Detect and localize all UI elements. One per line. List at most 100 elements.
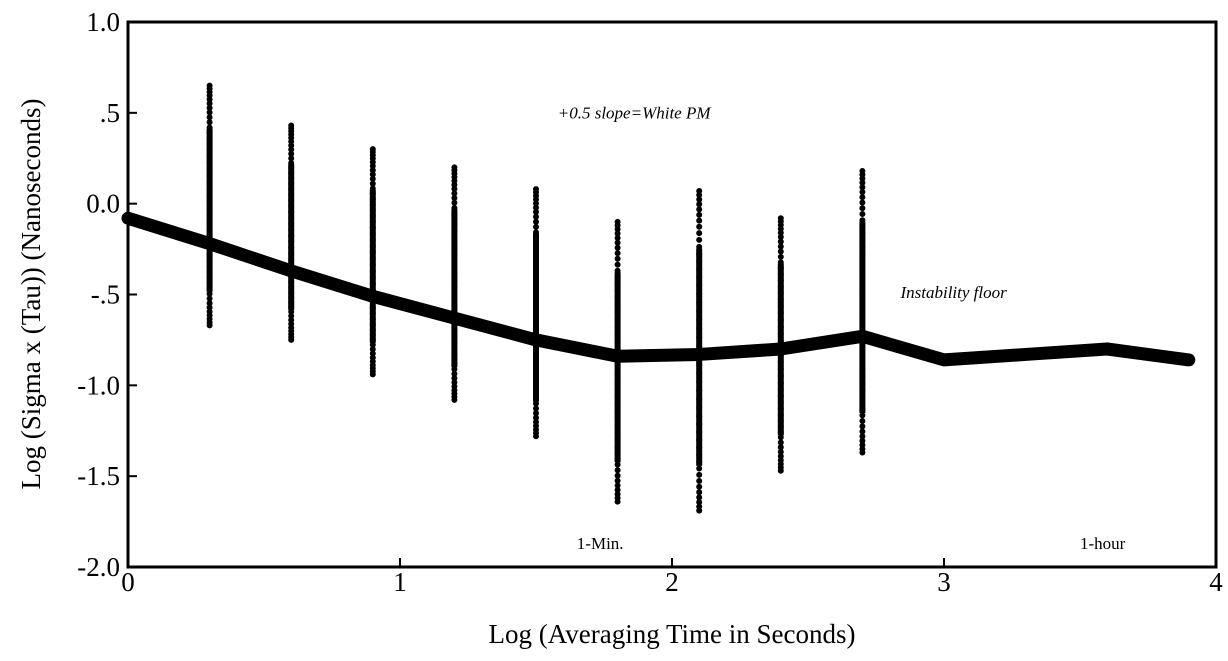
scatter-point <box>614 486 621 493</box>
scatter-point <box>206 295 213 302</box>
scatter-column <box>533 186 539 440</box>
scatter-point <box>859 211 866 218</box>
scatter-point <box>369 146 376 153</box>
scatter-point <box>859 179 866 186</box>
scatter-point <box>696 206 703 213</box>
scatter-point <box>859 423 866 430</box>
scatter-point <box>614 255 621 262</box>
scatter-point <box>533 414 539 421</box>
scatter-point <box>533 209 539 216</box>
scatter-point <box>369 346 376 353</box>
x-tick-label: 2 <box>665 567 679 597</box>
x-tick-label: 4 <box>1209 567 1223 597</box>
scatter-point <box>614 239 621 246</box>
scatter-point <box>696 465 703 472</box>
scatter-point <box>859 199 866 206</box>
scatter-point <box>614 482 621 489</box>
scatter-column <box>206 82 213 329</box>
scatter-point <box>451 185 458 192</box>
scatter-point <box>206 304 213 311</box>
scatter-point <box>859 428 866 435</box>
x-tick-label: 0 <box>121 567 135 597</box>
scatter-point <box>696 471 703 478</box>
scatter-point <box>369 180 376 187</box>
scatter-point <box>777 253 784 260</box>
annotation-label: Instability floor <box>899 283 1007 302</box>
scatter-point <box>533 204 539 211</box>
scatter-point <box>859 167 866 174</box>
scatter-point <box>206 290 213 297</box>
scatter-point <box>696 223 703 230</box>
scatter-point <box>777 453 784 460</box>
scatter-point <box>859 412 866 419</box>
scatter-point <box>859 418 866 425</box>
scatter-point <box>777 248 784 255</box>
scatter-point <box>369 171 376 178</box>
scatter-point <box>614 234 621 241</box>
scatter-point <box>614 261 621 268</box>
scatter-point <box>696 243 703 250</box>
scatter-point <box>696 503 703 510</box>
scatter-point <box>533 186 539 193</box>
scatter-point <box>859 205 866 212</box>
scatter-column <box>859 167 866 456</box>
y-tick-label: .5 <box>100 98 120 128</box>
scatter-point <box>859 184 866 191</box>
scatter-point <box>696 489 703 496</box>
scatter-point <box>533 218 539 225</box>
scatter-point <box>859 437 866 444</box>
scatter-point <box>533 213 539 220</box>
y-tick-label: -1.0 <box>77 370 120 400</box>
scatter-point <box>451 195 458 202</box>
scatter-point <box>696 478 703 485</box>
scatter-point <box>614 477 621 484</box>
scatter-columns <box>206 82 866 514</box>
scatter-point <box>777 234 784 241</box>
y-tick-label: 0.0 <box>86 189 120 219</box>
series-line <box>121 211 1196 367</box>
scatter-point <box>696 187 703 194</box>
scatter-point <box>206 82 213 89</box>
scatter-point <box>777 243 784 250</box>
scatter-point <box>369 350 376 357</box>
scatter-point <box>533 410 539 417</box>
scatter-point <box>696 494 703 501</box>
y-tick-label: -2.0 <box>77 552 120 582</box>
scatter-point <box>696 211 703 218</box>
scatter-point <box>614 250 621 257</box>
scatter-point <box>859 442 866 449</box>
scatter-point <box>859 188 866 195</box>
scatter-point <box>859 433 866 440</box>
scatter-point <box>614 472 621 479</box>
scatter-point <box>451 375 458 382</box>
scatter-column <box>451 164 458 403</box>
scatter-point <box>533 405 539 412</box>
scatter-point <box>206 114 213 121</box>
scatter-point <box>696 483 703 490</box>
scatter-column <box>288 122 295 343</box>
scatter-point <box>288 150 295 157</box>
scatter-point <box>288 155 295 162</box>
scatter-point <box>288 122 295 129</box>
axis-ticks: 1.0 .5 0.0 -.5 -1.0 -1.5 -2.0 0 1 2 3 4 <box>77 7 1223 597</box>
scatter-point <box>533 418 539 425</box>
scatter-point <box>451 190 458 197</box>
scatter-point <box>533 223 539 230</box>
annotation-label: 1-hour <box>1080 534 1126 553</box>
scatter-point <box>451 199 458 206</box>
scatter-point <box>696 499 703 506</box>
scatter-point <box>206 109 213 116</box>
scatter-point <box>777 439 784 446</box>
scatter-point <box>696 236 703 243</box>
scatter-point <box>451 370 458 377</box>
scatter-point <box>451 164 458 171</box>
annotation-label: 1-Min. <box>577 534 624 553</box>
scatter-point <box>696 201 703 208</box>
mean-deviation-curve <box>121 211 1196 367</box>
scatter-point <box>206 300 213 307</box>
scatter-point <box>696 196 703 203</box>
y-tick-label: -1.5 <box>77 461 120 491</box>
scatter-point <box>614 467 621 474</box>
x-tick-label: 1 <box>393 567 407 597</box>
